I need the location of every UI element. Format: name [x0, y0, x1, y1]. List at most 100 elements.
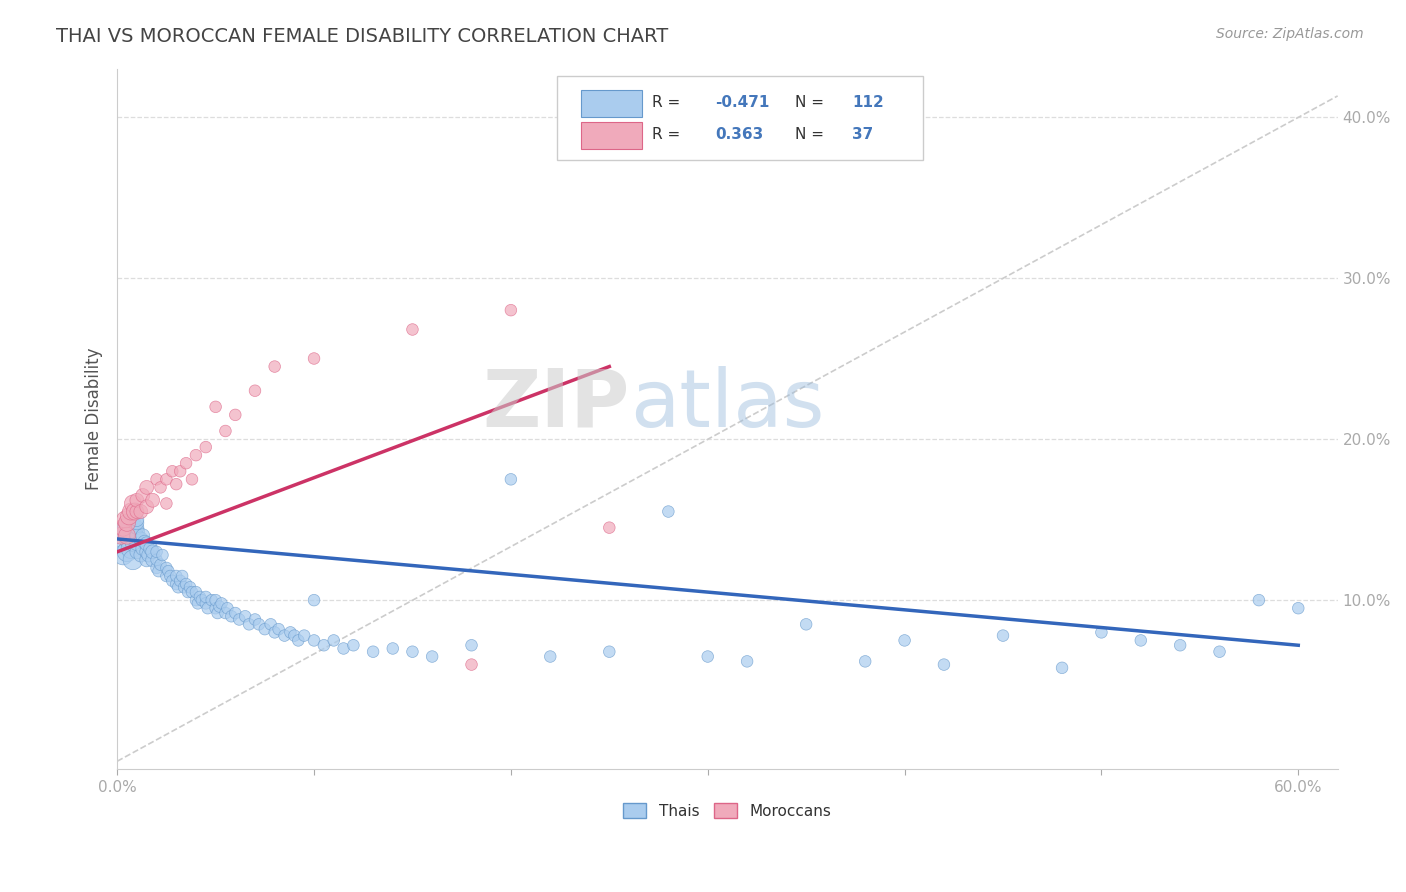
Point	[135, 537, 157, 551]
Point	[893, 633, 915, 648]
Point	[114, 525, 136, 540]
Point	[332, 641, 354, 656]
Point	[794, 617, 817, 632]
Point	[243, 612, 266, 626]
Point	[169, 574, 191, 588]
Point	[129, 504, 152, 518]
Point	[598, 645, 620, 659]
Point	[1208, 645, 1230, 659]
Point	[134, 535, 156, 549]
Point	[165, 477, 187, 491]
Point	[260, 617, 283, 632]
Point	[165, 569, 187, 583]
Y-axis label: Female Disability: Female Disability	[86, 348, 103, 491]
Point	[204, 400, 226, 414]
Point	[247, 617, 270, 632]
Point	[148, 564, 170, 578]
Point	[460, 657, 482, 672]
Text: 112: 112	[852, 95, 883, 110]
Point	[125, 545, 148, 559]
Point	[139, 541, 162, 556]
Point	[125, 504, 148, 518]
Point	[187, 596, 209, 610]
Point	[194, 590, 217, 604]
Point	[177, 585, 200, 599]
Point	[129, 532, 152, 546]
Text: 0.363: 0.363	[716, 127, 763, 142]
Point	[228, 612, 250, 626]
Point	[132, 488, 155, 502]
Point	[204, 593, 226, 607]
Point	[263, 625, 285, 640]
Point	[145, 561, 167, 575]
Point	[145, 472, 167, 486]
Point	[224, 408, 246, 422]
Point	[120, 541, 142, 556]
Point	[224, 606, 246, 620]
Point	[191, 593, 214, 607]
Point	[181, 472, 204, 486]
Point	[142, 545, 165, 559]
Point	[499, 472, 522, 486]
Point	[181, 585, 204, 599]
Point	[145, 553, 167, 567]
Point	[167, 580, 190, 594]
Point	[1050, 661, 1073, 675]
Point	[135, 553, 157, 567]
Point	[312, 638, 335, 652]
Point	[149, 480, 172, 494]
Text: R =: R =	[652, 127, 681, 142]
Text: N =: N =	[794, 95, 824, 110]
Point	[273, 629, 295, 643]
Point	[194, 440, 217, 454]
Point	[302, 633, 325, 648]
Point	[120, 504, 142, 518]
Point	[129, 548, 152, 562]
Point	[122, 553, 145, 567]
Point	[499, 303, 522, 318]
Point	[204, 601, 226, 615]
Point	[253, 622, 276, 636]
Point	[214, 424, 236, 438]
Text: 37: 37	[852, 127, 873, 142]
Point	[152, 548, 174, 562]
Point	[118, 509, 141, 524]
Point	[287, 633, 309, 648]
Point	[162, 574, 184, 588]
Point	[149, 558, 172, 572]
Point	[342, 638, 364, 652]
Text: R =: R =	[652, 95, 681, 110]
Point	[125, 537, 148, 551]
Point	[460, 638, 482, 652]
Point	[159, 569, 181, 583]
Point	[155, 569, 177, 583]
Point	[283, 629, 305, 643]
Text: -0.471: -0.471	[716, 95, 769, 110]
Point	[302, 351, 325, 366]
Point	[1129, 633, 1152, 648]
Point	[122, 496, 145, 510]
Point	[194, 596, 217, 610]
Point	[125, 493, 148, 508]
Point	[174, 577, 197, 591]
Point	[188, 590, 211, 604]
Point	[125, 513, 148, 527]
Point	[110, 537, 132, 551]
Point	[155, 561, 177, 575]
Point	[155, 496, 177, 510]
Point	[173, 580, 195, 594]
Point	[157, 564, 180, 578]
Point	[657, 504, 679, 518]
Point	[118, 532, 141, 546]
Point	[135, 545, 157, 559]
Point	[1168, 638, 1191, 652]
Text: ZIP: ZIP	[482, 366, 630, 444]
Point	[124, 535, 146, 549]
Point	[132, 529, 155, 543]
Point	[135, 480, 157, 494]
Point	[120, 516, 142, 530]
Point	[696, 649, 718, 664]
Point	[125, 521, 148, 535]
Point	[211, 596, 233, 610]
Point	[361, 645, 384, 659]
